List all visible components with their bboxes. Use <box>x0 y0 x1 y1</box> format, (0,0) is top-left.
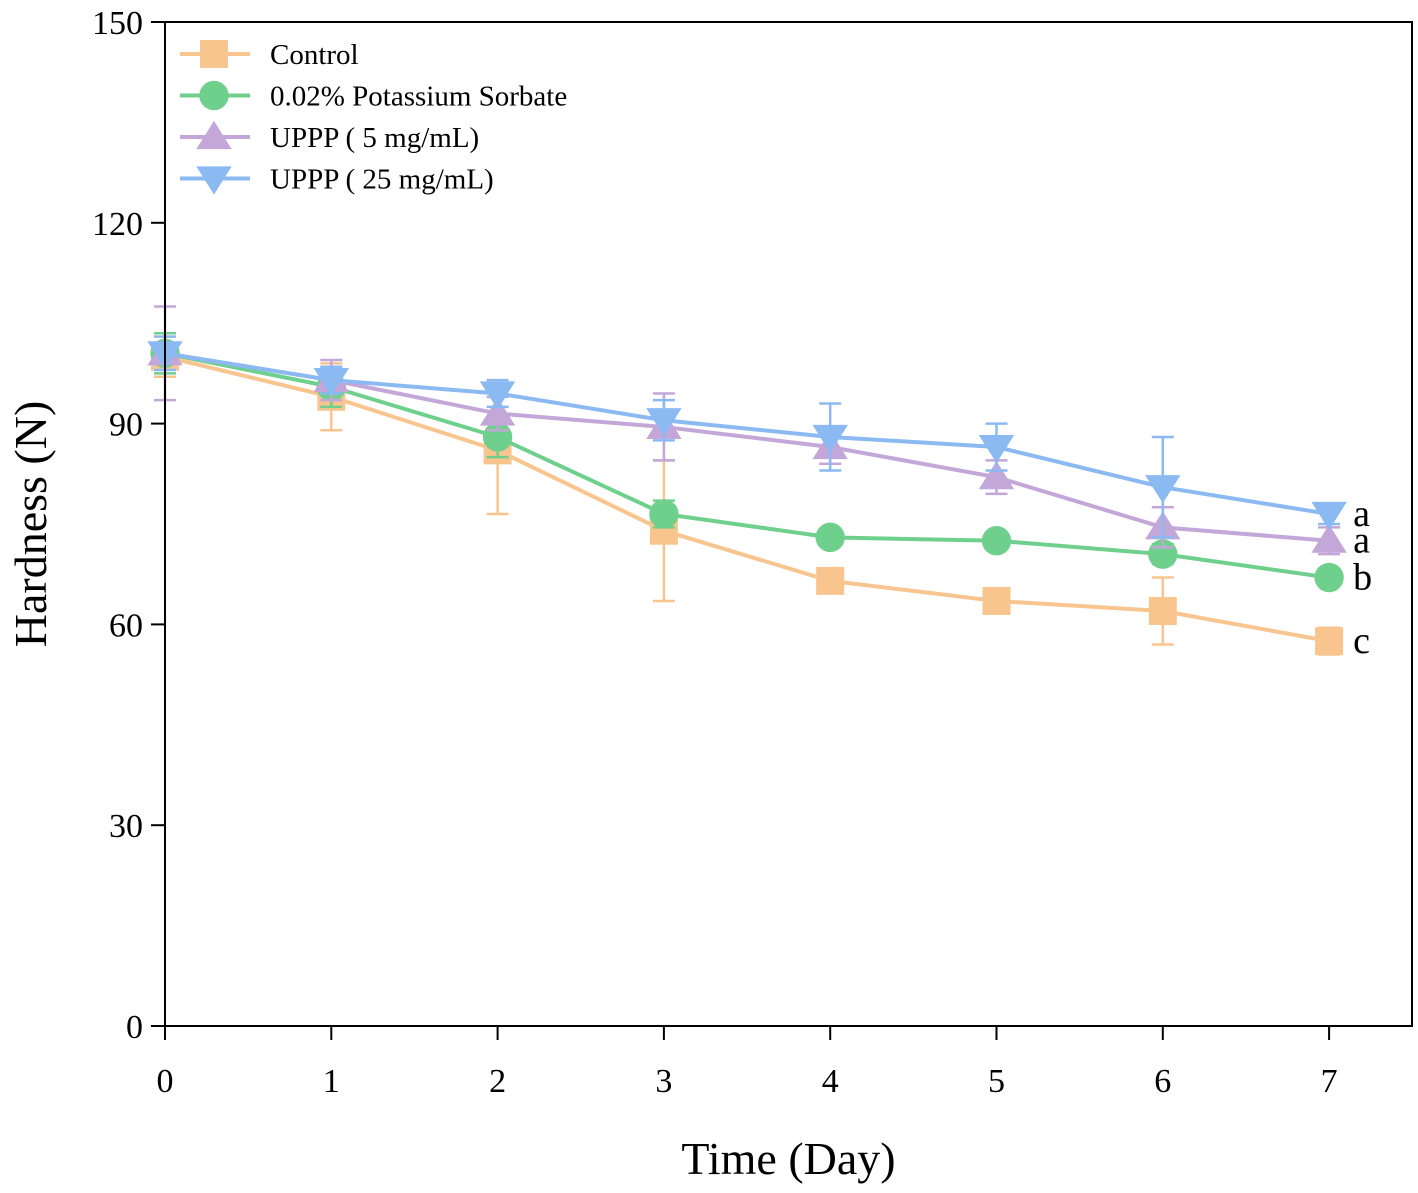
data-point <box>981 526 1012 556</box>
legend-marker <box>196 166 232 195</box>
series-0: c <box>151 335 1370 662</box>
series-2: a <box>147 305 1370 562</box>
data-point <box>313 368 350 397</box>
y-tick-label: 150 <box>92 5 143 42</box>
legend-marker <box>200 40 228 68</box>
data-point <box>982 586 1011 615</box>
y-tick-label: 60 <box>109 607 143 644</box>
legend-label: UPPP ( 25 mg/mL) <box>270 164 494 196</box>
series-line <box>164 351 1330 543</box>
data-point <box>1314 562 1344 593</box>
axes: 0 30 60 90 120 150 0 1 2 3 4 5 6 7 <box>92 5 1413 1100</box>
y-tick-label: 90 <box>109 407 143 444</box>
data-point <box>479 397 516 426</box>
y-tick-label: 30 <box>109 808 143 845</box>
x-tick-label: 1 <box>323 1063 340 1100</box>
data-point <box>649 499 679 529</box>
series-line <box>164 351 1330 580</box>
data-point <box>1145 475 1181 504</box>
series-line <box>164 351 1330 516</box>
significance-label: a <box>1353 493 1370 535</box>
legend-marker <box>196 120 232 150</box>
legend-marker <box>199 80 229 111</box>
legend-entry: Control <box>180 39 359 71</box>
data-point <box>479 381 516 410</box>
series-3: a <box>147 335 1370 539</box>
x-tick-label: 7 <box>1321 1063 1338 1100</box>
significance-label: a <box>1353 520 1370 562</box>
data-point <box>646 408 682 437</box>
legend: Control 0.02% Potassium Sorbate UPPP ( 5 m… <box>180 39 567 196</box>
data-point <box>1311 524 1347 553</box>
x-axis-title: Time (Day) <box>681 1133 895 1184</box>
series-line <box>164 354 1330 644</box>
legend-label: Control <box>270 39 359 71</box>
data-point <box>815 522 845 553</box>
x-tick-label: 6 <box>1154 1063 1171 1100</box>
data-point <box>1311 501 1347 531</box>
data-point <box>1148 597 1177 626</box>
legend-entry: UPPP ( 25 mg/mL) <box>180 164 494 196</box>
significance-label: c <box>1353 620 1370 662</box>
significance-label: b <box>1353 557 1372 599</box>
data-point <box>1315 627 1344 656</box>
plot-frame <box>164 21 1413 1027</box>
x-tick-label: 4 <box>822 1063 839 1100</box>
y-tick-label: 120 <box>92 206 143 243</box>
y-axis-title: Hardness (N) <box>5 401 56 648</box>
data-point <box>812 424 848 454</box>
legend-entry: 0.02% Potassium Sorbate <box>180 81 567 113</box>
x-tick-label: 2 <box>489 1063 506 1100</box>
legend-label: 0.02% Potassium Sorbate <box>270 81 567 113</box>
x-tick-label: 3 <box>655 1063 672 1100</box>
x-tick-label: 5 <box>988 1063 1005 1100</box>
x-tick-label: 0 <box>157 1063 174 1100</box>
legend-label: UPPP ( 5 mg/mL) <box>270 122 479 154</box>
data-point <box>978 434 1015 464</box>
data-point <box>978 461 1015 490</box>
data-point <box>816 566 845 595</box>
legend-entry: UPPP ( 5 mg/mL) <box>180 120 479 154</box>
y-tick-label: 0 <box>126 1009 143 1046</box>
